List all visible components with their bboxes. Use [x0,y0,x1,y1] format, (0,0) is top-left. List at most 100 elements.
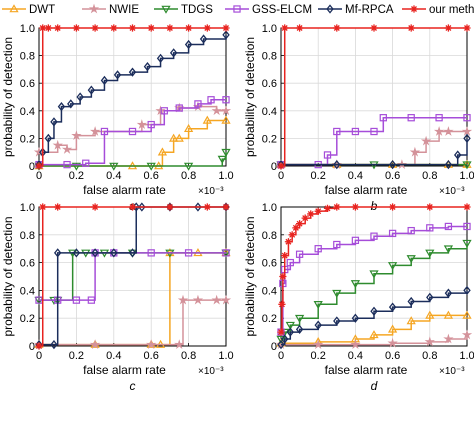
data-point-marker [35,342,43,350]
data-point-marker [278,300,286,308]
legend-item-1: NWIE [82,3,139,16]
series-line [39,299,226,346]
data-point-marker [184,249,193,257]
y-tick-label: 0.8 [262,230,277,242]
data-point-marker [444,288,453,298]
data-point-marker [199,34,208,44]
data-point-marker [128,203,137,211]
data-point-marker [57,102,66,112]
data-point-marker [54,24,62,32]
data-point-marker [217,155,227,164]
data-point-marker [296,220,304,228]
data-point-marker [333,240,341,249]
series-our-method [277,203,471,336]
panel-c: 00 0.2 0.2 0.4 0.4 0.6 0.6 0.8 0.8 1.0 1.0 false al… [1,202,234,393]
series-line [281,314,467,344]
legend-marker-icon [9,4,19,13]
data-point-marker [156,53,165,64]
data-point-marker [175,104,183,112]
series-mf-rpca [35,30,230,170]
x-tick-label: 0.4 [348,170,363,182]
data-point-marker [194,100,202,108]
data-point-marker [281,252,289,260]
legend-item-0: DWT [2,4,55,16]
y-tick-label: 0 [271,341,277,353]
data-point-marker [443,126,454,136]
legend-label: GSS-ELCM [252,4,312,16]
y-tick-label: 0.4 [20,285,35,297]
data-point-marker [292,224,300,232]
legend-item-4: Mf-RPCA [318,4,394,16]
x-axis-label: false alarm rate [83,183,166,197]
series-line [281,27,467,167]
x-tick-label: 0.2 [311,350,326,362]
y-tick-label: 0.2 [262,133,277,145]
panel-label: d [371,379,378,393]
data-point-marker [44,133,53,144]
legend: DWT NWIE TDGS GSS-ELCM Mf-RPCA our method [2,3,474,16]
series-line [39,34,227,166]
data-point-marker [369,330,379,339]
y-tick-label: 1.0 [20,202,35,214]
x-tick-label: 0.6 [385,170,400,182]
y-tick-label: 0.2 [20,133,35,145]
data-point-marker [443,245,454,254]
x-tick-label: 0 [278,170,284,182]
y-tick-label: 0.4 [262,106,277,118]
data-point-marker [461,329,473,340]
y-axis-label: probability of detection [1,37,15,157]
y-axis-label: probability of detection [243,216,257,336]
data-point-marker [155,105,166,116]
data-point-marker [333,24,341,32]
data-point-marker [183,123,194,133]
data-point-marker [177,294,189,305]
data-point-marker [426,224,434,232]
series-tdgs [34,249,231,305]
y-tick-label: 0.6 [20,78,35,90]
legend-marker-icon [88,3,100,14]
x-tick-label: 0.2 [69,350,84,362]
data-point-marker [203,203,211,211]
legend-marker-icon [161,5,171,14]
data-point-marker [463,24,471,32]
data-point-marker [202,115,212,124]
data-point-marker [388,302,397,312]
x-tick-label: 0.8 [181,170,196,182]
series-gss-elcm [35,249,230,304]
data-point-marker [444,159,453,170]
panel-label: c [130,379,136,393]
data-point-marker [389,203,397,211]
series-mf-rpca [35,202,230,350]
x-axis-exponent: ×10⁻³ [198,186,224,197]
data-point-marker [409,146,421,157]
data-point-marker [39,203,47,211]
data-point-marker [433,126,445,136]
data-point-marker [100,75,109,86]
data-point-marker [351,203,359,211]
series-tdgs [276,239,472,344]
series-gss-elcm [277,114,471,169]
data-point-marker [222,96,230,104]
data-point-marker [295,250,304,258]
series-line [39,252,226,301]
data-point-marker [277,328,285,336]
data-point-marker [211,105,222,116]
y-tick-label: 0.8 [20,230,35,242]
legend-item-5: our method [402,4,474,16]
data-point-marker [296,24,304,32]
data-point-marker [53,248,62,258]
y-tick-label: 1.0 [262,23,277,35]
x-tick-label: 0 [278,350,284,362]
panel-b: 00 0.2 0.2 0.4 0.4 0.6 0.6 0.8 0.8 1.0 1.0 false al… [243,23,474,213]
x-tick-label: 0.6 [144,170,159,182]
x-axis-exponent: ×10⁻³ [439,186,465,197]
data-point-marker [314,207,322,215]
series-nwie [33,294,232,349]
x-tick-label: 1.0 [459,350,474,362]
y-tick-label: 0.6 [20,258,35,270]
data-point-marker [444,24,452,32]
data-point-marker [146,339,157,349]
data-point-marker [333,127,341,136]
y-tick-label: 0.4 [20,106,35,118]
x-tick-label: 0 [36,170,42,182]
